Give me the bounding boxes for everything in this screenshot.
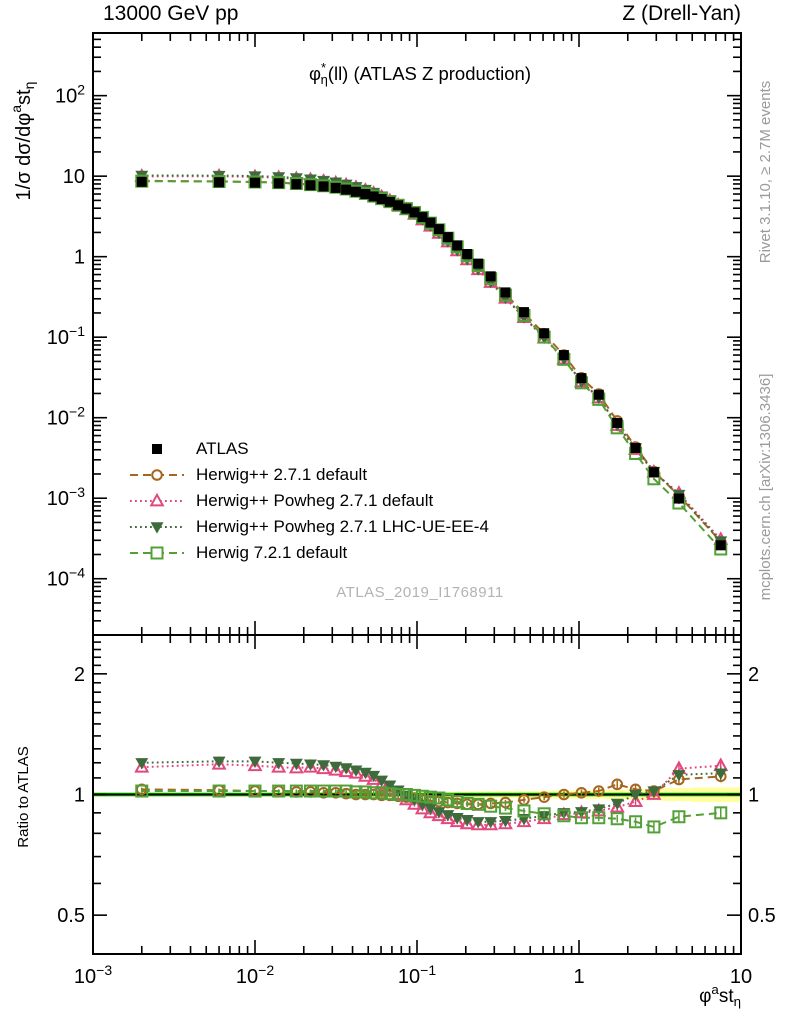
observable-title: φ*η(ll) (ATLAS Z production) bbox=[250, 59, 590, 87]
legend-label: Herwig++ 2.7.1 default bbox=[196, 465, 368, 484]
svg-text:10−3: 10−3 bbox=[74, 962, 112, 988]
analysis-id-watermark: ATLAS_2019_I1768911 bbox=[336, 584, 504, 601]
svg-text:2: 2 bbox=[74, 664, 85, 686]
legend-swatch-square-open bbox=[130, 546, 184, 560]
legend-swatch-triangle-up-open bbox=[130, 492, 184, 507]
svg-text:2: 2 bbox=[748, 664, 759, 686]
x-axis-label: φastη bbox=[699, 981, 741, 1009]
legend-entry-2: Herwig++ Powheg 2.7.1 default bbox=[128, 488, 489, 514]
svg-text:0.5: 0.5 bbox=[748, 905, 776, 927]
svg-text:10: 10 bbox=[730, 966, 752, 988]
svg-text:10−2: 10−2 bbox=[47, 404, 85, 430]
legend-label: Herwig 7.2.1 default bbox=[196, 543, 348, 562]
svg-text:1: 1 bbox=[74, 785, 85, 807]
mcplots-arxiv-label: mcplots.cern.ch [arXiv:1306.3436] bbox=[757, 373, 774, 601]
legend-entry-1: Herwig++ 2.7.1 default bbox=[128, 462, 489, 488]
observable-phi: φ bbox=[308, 63, 321, 84]
beam-energy-title: 13000 GeV pp bbox=[103, 2, 239, 25]
observable-eta: η bbox=[320, 71, 328, 87]
svg-text:10: 10 bbox=[63, 166, 85, 188]
y-axis-label: 1/σ dσ/dφastη bbox=[8, 81, 37, 201]
observable-rest: (ll) (ATLAS Z production) bbox=[327, 63, 532, 84]
data-markers bbox=[136, 176, 726, 551]
svg-text:1: 1 bbox=[748, 785, 759, 807]
svg-text:1: 1 bbox=[74, 247, 85, 269]
process-title: Z (Drell-Yan) bbox=[622, 2, 741, 25]
svg-text:10−2: 10−2 bbox=[236, 962, 274, 988]
svg-text:10−4: 10−4 bbox=[47, 565, 85, 591]
legend-entry-3: Herwig++ Powheg 2.7.1 LHC-UE-EE-4 bbox=[128, 514, 489, 540]
svg-text:102: 102 bbox=[55, 82, 85, 108]
legend-entry-4: Herwig 7.2.1 default bbox=[128, 540, 489, 566]
tick-labels: 10−3 10−2 10−1 1 10 102 10 1 10−1 10−2 10−3 10−4 0.5… bbox=[47, 82, 776, 988]
rivet-version-label: Rivet 3.1.10, ≥ 2.7M events bbox=[757, 80, 774, 264]
legend-label: Herwig++ Powheg 2.7.1 default bbox=[196, 491, 434, 510]
ratio-axis-label: Ratio to ATLAS bbox=[15, 746, 32, 848]
svg-text:0.5: 0.5 bbox=[57, 905, 85, 927]
legend-swatch-triangle-down-filled bbox=[130, 522, 184, 534]
legend-swatch-square-filled bbox=[152, 444, 162, 454]
legend-label: Herwig++ Powheg 2.7.1 LHC-UE-EE-4 bbox=[196, 517, 489, 536]
legend-swatch-circle-open bbox=[130, 469, 184, 481]
legend: ATLAS Herwig++ 2.7.1 default Herwig++ Powh… bbox=[128, 436, 489, 566]
legend-label: ATLAS bbox=[196, 439, 249, 458]
svg-text:10−3: 10−3 bbox=[47, 484, 85, 510]
axis-ticks bbox=[92, 32, 742, 955]
svg-text:1: 1 bbox=[573, 966, 584, 988]
legend-entry-0: ATLAS bbox=[128, 436, 489, 462]
observable-star: * bbox=[320, 59, 327, 75]
svg-text:10−1: 10−1 bbox=[398, 962, 436, 988]
svg-text:10−1: 10−1 bbox=[47, 323, 85, 349]
